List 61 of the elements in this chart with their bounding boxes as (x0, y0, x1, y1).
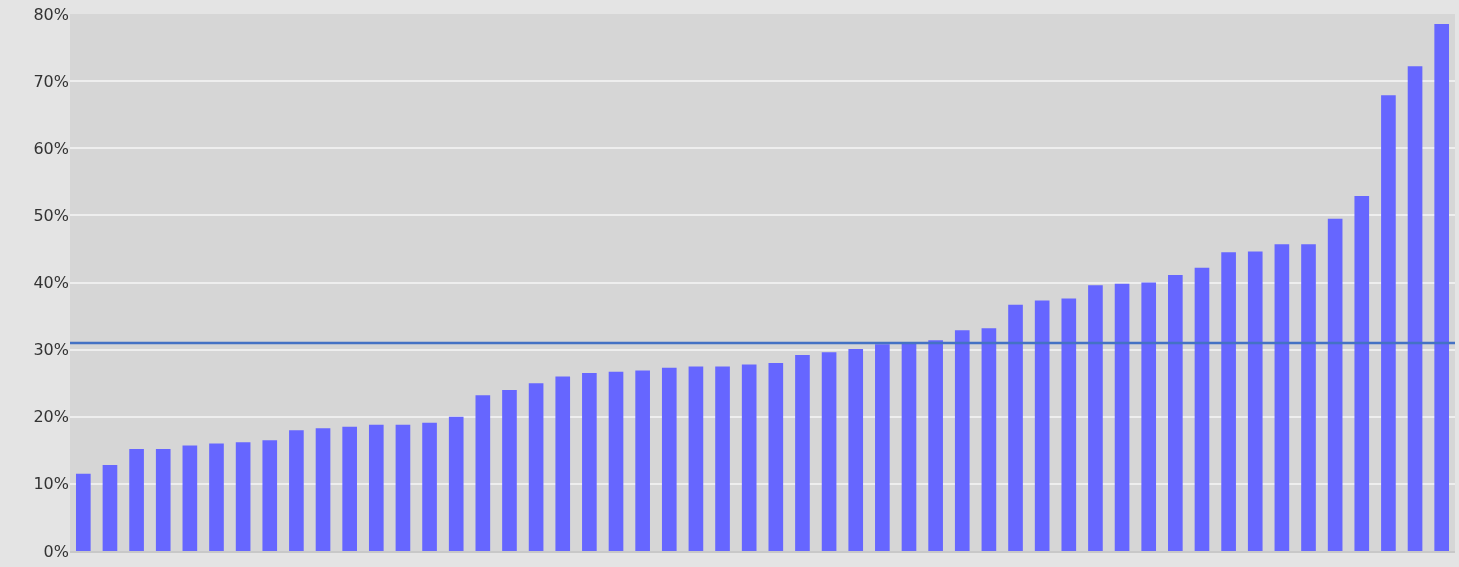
y-tick-label: 40% (33, 273, 69, 293)
bar (75, 473, 91, 551)
bar (1274, 244, 1290, 551)
bar (155, 448, 171, 551)
bar (342, 426, 357, 551)
bar (821, 352, 837, 551)
bar (1008, 304, 1023, 551)
bar (555, 376, 571, 551)
bar (1168, 275, 1183, 551)
bar (209, 443, 224, 551)
bar (395, 424, 411, 551)
bar (954, 330, 970, 551)
bar (981, 328, 997, 551)
bar (262, 440, 278, 551)
bar (1194, 267, 1210, 551)
bar (795, 355, 810, 551)
bar (1354, 195, 1370, 551)
bar (928, 340, 943, 551)
bar (1088, 285, 1103, 551)
bar (182, 445, 198, 551)
bar (715, 366, 730, 551)
bar (768, 363, 784, 551)
bar (315, 428, 331, 551)
bar (448, 416, 464, 551)
bar (901, 343, 917, 551)
y-tick-label: 80% (33, 4, 69, 24)
bar (688, 366, 704, 551)
bar (475, 395, 491, 551)
bar (129, 448, 144, 551)
y-tick-label: 60% (33, 138, 69, 158)
bar (1034, 300, 1050, 551)
bar (1141, 282, 1157, 551)
bar (528, 383, 544, 551)
y-tick-label: 70% (33, 71, 69, 91)
bar (422, 422, 437, 551)
bar (1221, 252, 1236, 551)
bar (1327, 218, 1343, 551)
y-tick-label: 0% (43, 541, 69, 561)
bar (635, 370, 650, 551)
bar (1114, 283, 1130, 551)
bar (502, 389, 517, 551)
bar (741, 364, 757, 551)
bar (1434, 24, 1450, 551)
bar (102, 465, 118, 551)
bar (1407, 66, 1423, 551)
bar (848, 348, 864, 551)
bar (289, 430, 304, 551)
bar (368, 424, 384, 551)
y-tick-label: 50% (33, 205, 69, 225)
bar (875, 344, 890, 551)
y-tick-label: 30% (33, 340, 69, 360)
bar (1061, 298, 1077, 551)
bar (1381, 95, 1396, 551)
bar (608, 371, 624, 551)
bar (582, 373, 597, 551)
y-tick-label: 20% (33, 407, 69, 427)
bar (1247, 251, 1263, 551)
bar (235, 442, 251, 551)
bar (661, 367, 677, 551)
y-tick-label: 10% (33, 474, 69, 494)
bar (1301, 244, 1316, 551)
